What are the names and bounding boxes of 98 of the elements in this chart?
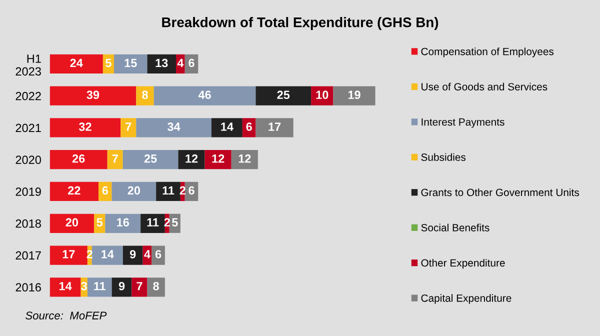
bar [147,278,165,297]
bar [256,86,312,106]
data-label: 8 [153,282,159,290]
data-label: 17 [268,122,281,131]
data-label: 7 [126,122,132,131]
data-label: 19 [348,90,360,100]
legend-label: Other Expenditure [421,258,505,269]
bar [231,150,258,170]
bar [50,118,121,138]
y-tick-label: 2019 [16,188,41,196]
bar [105,214,141,233]
data-label: 14 [102,250,114,258]
data-label: 7 [112,154,118,163]
bar [122,246,143,265]
bar [87,278,112,297]
data-label: 25 [277,90,290,100]
legend-label: Capital Expenditure [421,294,512,304]
data-label: 6 [188,58,194,68]
bar [50,182,99,202]
data-label: 9 [130,250,136,258]
data-label: 4 [177,58,184,68]
data-label: 32 [78,122,92,131]
y-tick-label: 2020 [16,156,42,164]
bar [140,214,165,233]
bar [107,150,123,170]
bar [132,278,148,297]
data-label: 12 [238,154,251,163]
data-label: 8 [142,90,148,100]
data-label: 14 [221,122,234,131]
data-label: 5 [106,58,112,68]
data-label: 16 [117,218,130,227]
bar [50,214,94,233]
bar [152,246,165,265]
data-label: 11 [147,218,159,226]
data-label: 26 [72,154,85,163]
bar [136,118,212,138]
legend-label: Compensation of Employees [421,48,554,58]
legend-label: Grants to Other Government Units [421,188,579,196]
bar [50,54,103,74]
bar [204,150,232,170]
bar [136,86,154,106]
data-label: 4 [144,250,150,258]
data-label: 11 [162,186,174,195]
data-label: 24 [70,58,83,68]
y-tick-label: H1 2023 [16,54,41,76]
bar [112,278,132,297]
bar [333,86,376,106]
bar [112,182,156,202]
bar [50,246,88,265]
source-note: Source: MoFEP [26,312,107,320]
data-label: 46 [198,90,211,100]
data-label: 6 [155,250,162,258]
bar [98,182,112,202]
legend-label: Subsidies [421,153,466,161]
data-label: 25 [144,154,157,163]
data-label: 6 [102,186,108,195]
bar [178,150,205,170]
legend-label: Interest Payments [422,118,504,128]
bar [50,278,81,297]
data-label: 10 [316,90,328,100]
bar [50,150,108,170]
bar [154,86,256,106]
data-label: 17 [62,250,75,258]
data-label: 3 [81,282,87,290]
y-tick-label: 2022 [16,92,41,100]
legend-label: Use of Goods and Services [422,82,548,90]
data-label: 14 [59,282,72,290]
data-label: 7 [136,282,142,290]
data-label: 34 [167,122,180,131]
data-label: 20 [128,186,140,195]
data-label: 5 [172,218,178,227]
data-label: 13 [156,58,168,68]
y-tick-label: 2016 [16,283,41,292]
y-tick-label: 2017 [16,251,41,260]
bar [92,246,123,265]
data-label: 5 [96,218,103,227]
bar [114,54,148,74]
bar [147,54,176,74]
y-tick-label: 2018 [16,219,41,228]
bar [122,150,178,170]
data-label: 6 [246,122,252,131]
legend-label: Social Benefits [421,224,490,232]
data-label: 20 [66,218,78,227]
y-tick-label: 2021 [16,124,41,132]
bar [120,118,136,138]
bar [256,118,294,138]
data-label: 22 [68,186,80,195]
data-label: 39 [86,90,100,100]
bar [50,86,136,106]
data-label: 6 [188,186,194,195]
data-label: 9 [118,282,125,290]
data-label: 12 [186,154,198,163]
bar [156,182,180,202]
data-label: 11 [94,282,106,290]
chart-title: Breakdown of Total Expenditure (GHS Bn) [162,17,438,30]
data-label: 12 [212,154,224,163]
bar [211,118,242,138]
data-label: 15 [124,58,137,68]
